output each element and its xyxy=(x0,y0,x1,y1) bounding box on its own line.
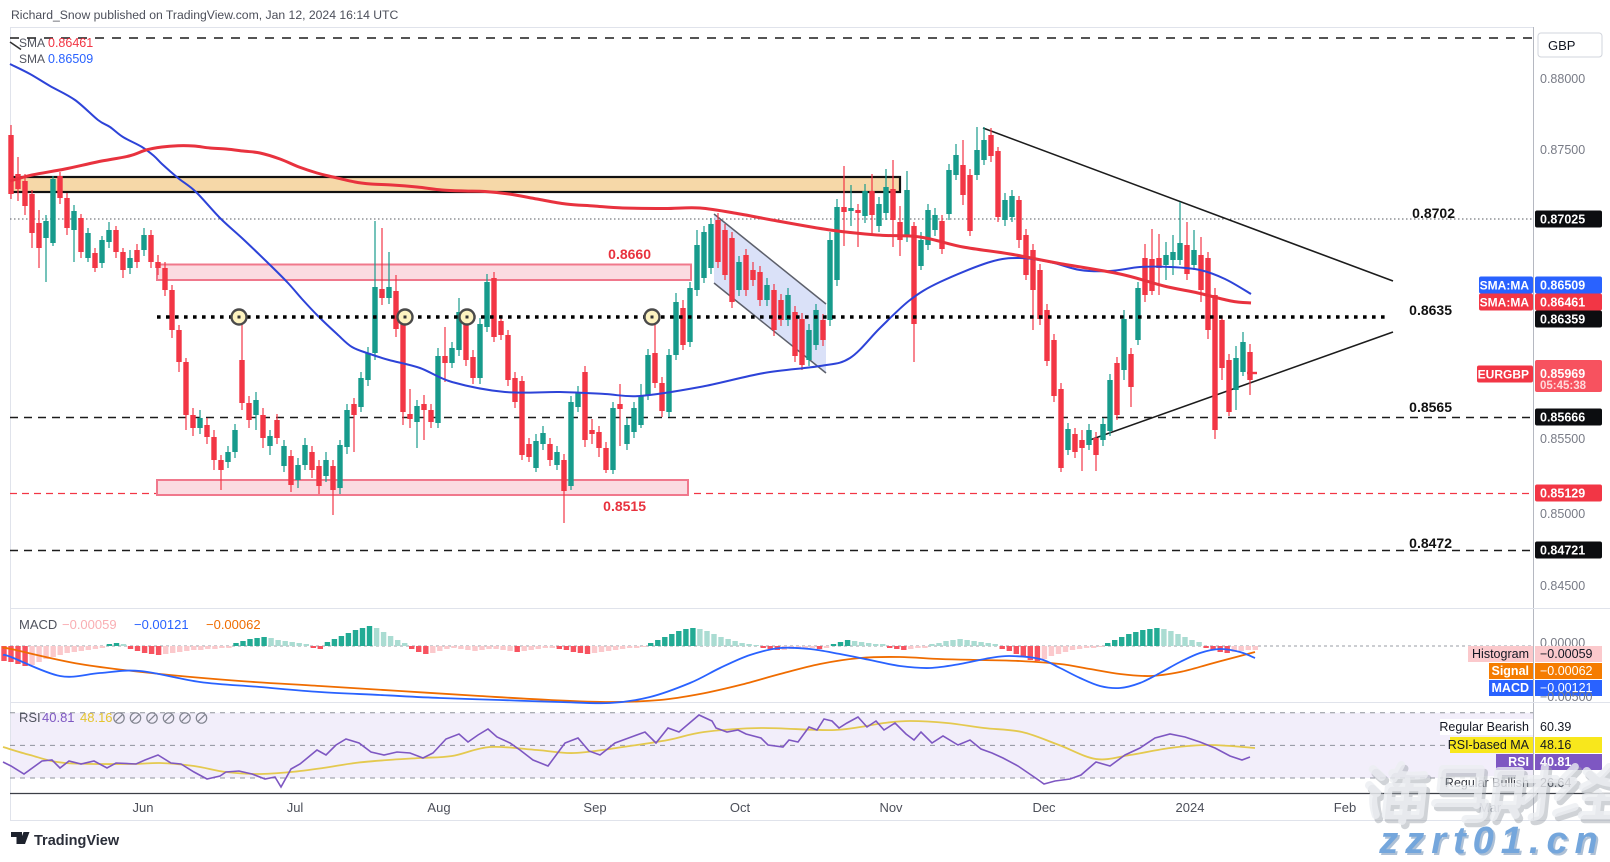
svg-text:Histogram: Histogram xyxy=(1472,647,1529,661)
svg-text:0.86509: 0.86509 xyxy=(48,52,93,66)
svg-text:0.8660: 0.8660 xyxy=(608,246,651,262)
svg-text:0.8565: 0.8565 xyxy=(1409,399,1452,415)
svg-text:SMA:MA: SMA:MA xyxy=(1480,279,1530,293)
svg-text:Feb: Feb xyxy=(1334,800,1356,815)
svg-text:Regular Bearish: Regular Bearish xyxy=(1439,720,1529,734)
svg-text:0.85129: 0.85129 xyxy=(1540,487,1585,501)
svg-text:−0.00062: −0.00062 xyxy=(1540,664,1593,678)
svg-text:RSI: RSI xyxy=(1508,755,1529,769)
svg-text:0.8702: 0.8702 xyxy=(1412,205,1455,221)
svg-text:SMA:MA: SMA:MA xyxy=(1480,296,1530,310)
svg-text:0.8635: 0.8635 xyxy=(1409,302,1452,318)
svg-text:MACD: MACD xyxy=(1492,681,1530,695)
svg-text:GBP: GBP xyxy=(1548,38,1575,53)
svg-text:60.39: 60.39 xyxy=(1540,720,1571,734)
svg-text:0.85000: 0.85000 xyxy=(1540,507,1585,521)
svg-text:0.87500: 0.87500 xyxy=(1540,143,1585,157)
svg-text:0.87025: 0.87025 xyxy=(1540,213,1585,227)
svg-text:TradingView: TradingView xyxy=(34,833,120,849)
svg-text:2024: 2024 xyxy=(1176,800,1205,815)
svg-text:0.86461: 0.86461 xyxy=(48,36,93,50)
svg-text:48.16: 48.16 xyxy=(80,710,113,725)
svg-text:05:45:38: 05:45:38 xyxy=(1540,380,1587,392)
svg-text:Aug: Aug xyxy=(427,800,450,815)
svg-text:0.85969: 0.85969 xyxy=(1540,367,1585,381)
svg-text:MACD: MACD xyxy=(19,617,57,632)
svg-text:0.86359: 0.86359 xyxy=(1540,313,1585,327)
svg-text:0.84500: 0.84500 xyxy=(1540,579,1585,593)
svg-text:0.85500: 0.85500 xyxy=(1540,432,1585,446)
svg-text:Dec: Dec xyxy=(1032,800,1056,815)
svg-text:Oct: Oct xyxy=(730,800,751,815)
svg-text:−0.00121: −0.00121 xyxy=(1540,681,1593,695)
svg-text:0.88000: 0.88000 xyxy=(1540,72,1585,86)
svg-text:0.86509: 0.86509 xyxy=(1540,279,1585,293)
svg-text:SMA: SMA xyxy=(19,52,45,66)
svg-text:−0.00059: −0.00059 xyxy=(62,617,117,632)
svg-text:0.84721: 0.84721 xyxy=(1540,544,1585,558)
svg-text:40.81: 40.81 xyxy=(42,710,75,725)
svg-text:zzrt01.cn: zzrt01.cn xyxy=(1380,822,1607,857)
svg-text:Signal: Signal xyxy=(1491,664,1529,678)
svg-text:RSI-based MA: RSI-based MA xyxy=(1448,738,1530,752)
svg-text:0.85666: 0.85666 xyxy=(1540,411,1585,425)
svg-text:Jun: Jun xyxy=(133,800,154,815)
svg-text:zzrt01.cn: zzrt01.cn xyxy=(1378,820,1605,857)
svg-text:0.8472: 0.8472 xyxy=(1409,535,1452,551)
svg-text:0.8515: 0.8515 xyxy=(603,498,646,514)
svg-text:−0.00121: −0.00121 xyxy=(134,617,189,632)
svg-text:−0.00059: −0.00059 xyxy=(1540,647,1593,661)
svg-text:Jul: Jul xyxy=(287,800,304,815)
svg-text:48.16: 48.16 xyxy=(1540,738,1571,752)
svg-text:Nov: Nov xyxy=(879,800,903,815)
svg-text:EURGBP: EURGBP xyxy=(1478,368,1529,382)
svg-text:−0.00500: −0.00500 xyxy=(1540,690,1593,704)
svg-text:SMA: SMA xyxy=(19,36,45,50)
svg-text:Richard_Snow published on Trad: Richard_Snow published on TradingView.co… xyxy=(11,8,399,22)
svg-text:0.86461: 0.86461 xyxy=(1540,296,1585,310)
svg-text:RSI: RSI xyxy=(19,710,41,725)
svg-text:−0.00062: −0.00062 xyxy=(206,617,261,632)
svg-text:Sep: Sep xyxy=(583,800,606,815)
